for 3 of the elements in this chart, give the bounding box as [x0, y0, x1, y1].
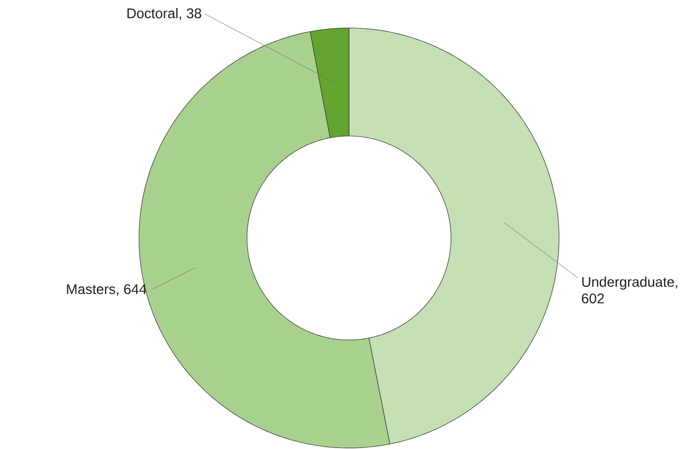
slice-label: Masters — [67, 284, 116, 294]
slice-label: Doctoral — [127, 8, 178, 18]
data-label: , 38 — [180, 8, 202, 20]
